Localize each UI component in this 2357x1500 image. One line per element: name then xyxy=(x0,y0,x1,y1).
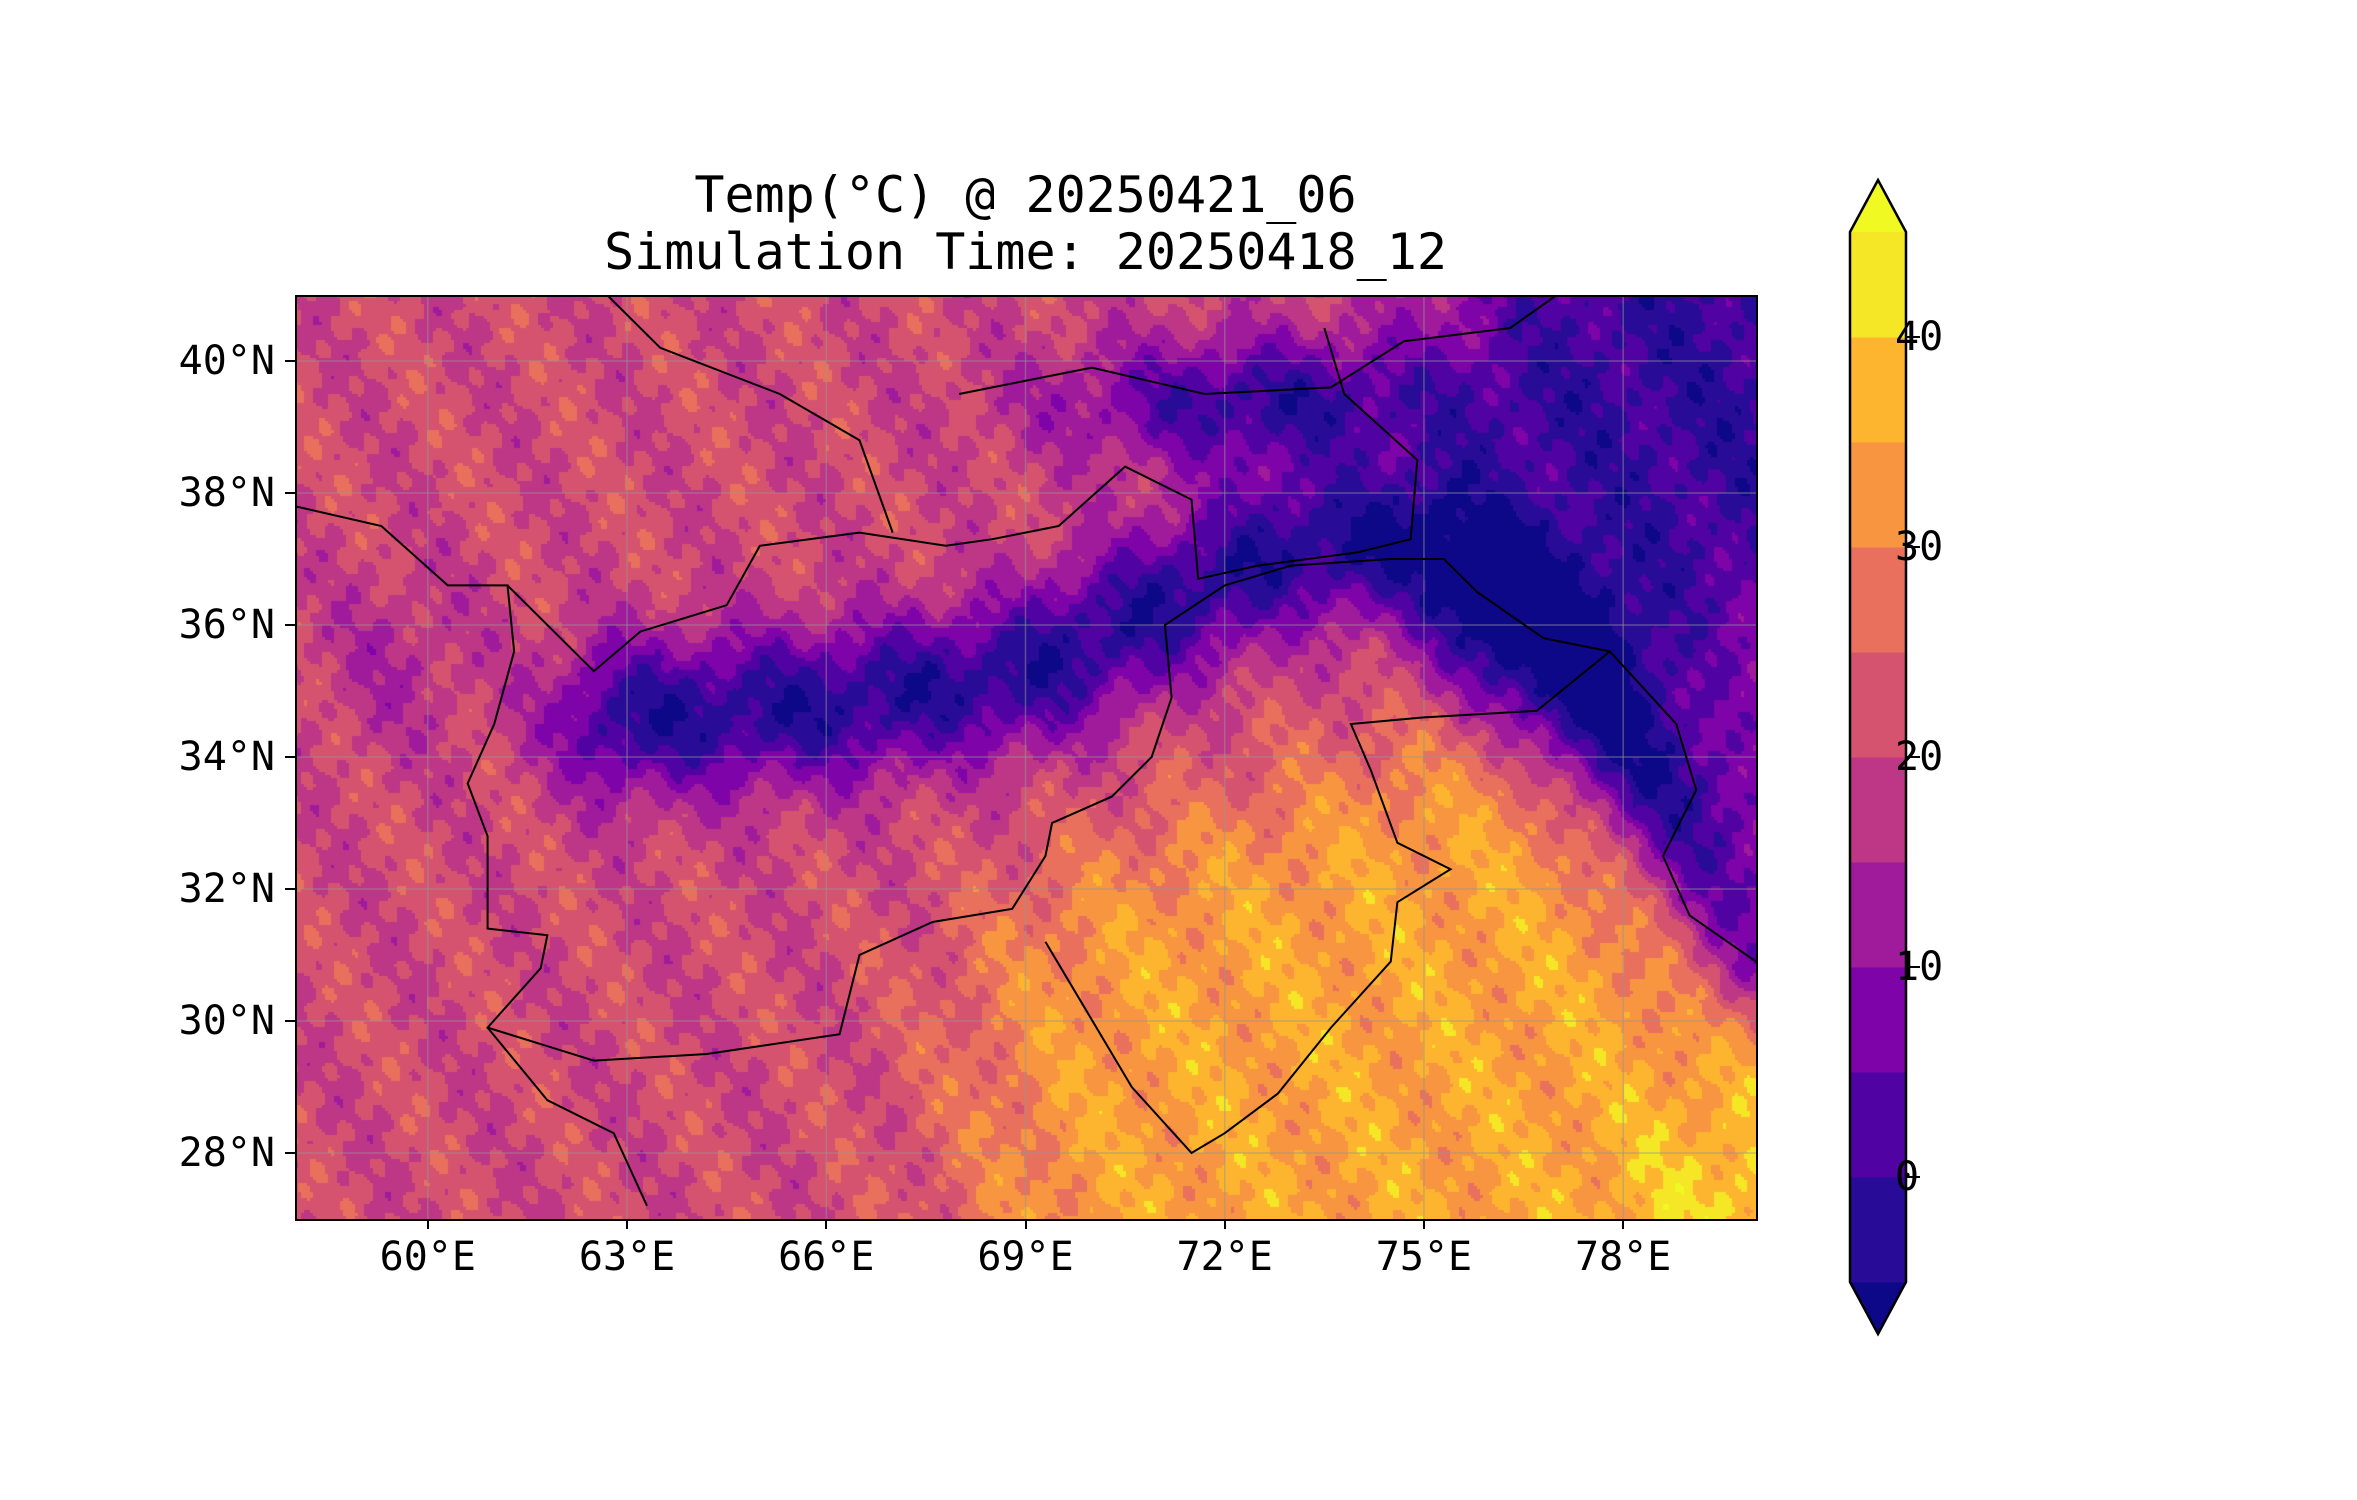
colorbar-outline xyxy=(1848,177,1908,1337)
colorbar-bin xyxy=(1850,1072,1906,1178)
country-border xyxy=(295,505,1756,1062)
lon-tick-label: 72°E xyxy=(1176,1234,1273,1280)
lat-tick-mark xyxy=(285,624,295,626)
colorbar xyxy=(1848,177,1920,1337)
country-border xyxy=(606,295,894,533)
lon-tick-label: 75°E xyxy=(1375,1234,1473,1280)
country-border xyxy=(1044,650,1611,1155)
lon-tick-label: 66°E xyxy=(778,1234,875,1280)
colorbar-bin xyxy=(1850,442,1906,548)
colorbar-tick-label: 40 xyxy=(1895,314,1944,360)
colorbar-tick-label: 10 xyxy=(1895,944,1944,990)
lat-tick-mark xyxy=(285,360,295,362)
colorbar-bin xyxy=(1850,862,1906,968)
lat-tick-mark xyxy=(285,492,295,494)
colorbar-tick-label: 0 xyxy=(1895,1154,1920,1200)
colorbar-tick-label: 20 xyxy=(1895,734,1944,780)
colorbar-bin xyxy=(1850,337,1906,443)
country-border xyxy=(486,1026,648,1207)
lon-tick-mark xyxy=(626,1219,629,1229)
lon-tick-mark xyxy=(825,1219,828,1229)
lon-tick-mark xyxy=(1622,1219,1625,1229)
lat-tick-mark xyxy=(285,756,295,758)
lon-tick-label: 78°E xyxy=(1575,1234,1672,1280)
colorbar-bin xyxy=(1850,232,1906,338)
lat-tick-label: 30°N xyxy=(178,998,275,1044)
map-overlay xyxy=(295,295,1756,1219)
lon-tick-label: 60°E xyxy=(379,1234,476,1280)
country-border xyxy=(506,327,1419,673)
lon-tick-mark xyxy=(1422,1219,1425,1229)
lon-tick-mark xyxy=(1024,1219,1027,1229)
lat-tick-label: 32°N xyxy=(178,866,275,912)
colorbar-tick-label: 30 xyxy=(1895,524,1944,570)
colorbar-bin xyxy=(1850,967,1906,1073)
lon-tick-label: 63°E xyxy=(578,1234,676,1280)
plot-title-line2: Simulation Time: 20250418_12 xyxy=(604,223,1447,281)
colorbar-bin xyxy=(1850,547,1906,653)
lon-tick-label: 69°E xyxy=(977,1234,1074,1280)
colorbar-bin xyxy=(1850,652,1906,758)
lat-tick-mark xyxy=(285,888,295,890)
colorbar-extend-under xyxy=(1850,1282,1906,1334)
lat-tick-mark xyxy=(285,1152,295,1154)
lon-tick-mark xyxy=(426,1219,429,1229)
colorbar-bin xyxy=(1850,1177,1906,1283)
lat-tick-label: 28°N xyxy=(178,1130,275,1176)
lon-tick-mark xyxy=(1223,1219,1226,1229)
plot-title-line1: Temp(°C) @ 20250421_06 xyxy=(694,166,1357,224)
lat-tick-mark xyxy=(285,1020,295,1022)
lat-tick-label: 36°N xyxy=(178,602,275,648)
lat-tick-label: 40°N xyxy=(178,338,275,384)
lat-tick-label: 34°N xyxy=(178,734,275,780)
country-border xyxy=(958,295,1558,396)
lat-tick-label: 38°N xyxy=(178,470,275,516)
colorbar-extend-over xyxy=(1850,180,1906,232)
colorbar-bin xyxy=(1850,757,1906,863)
